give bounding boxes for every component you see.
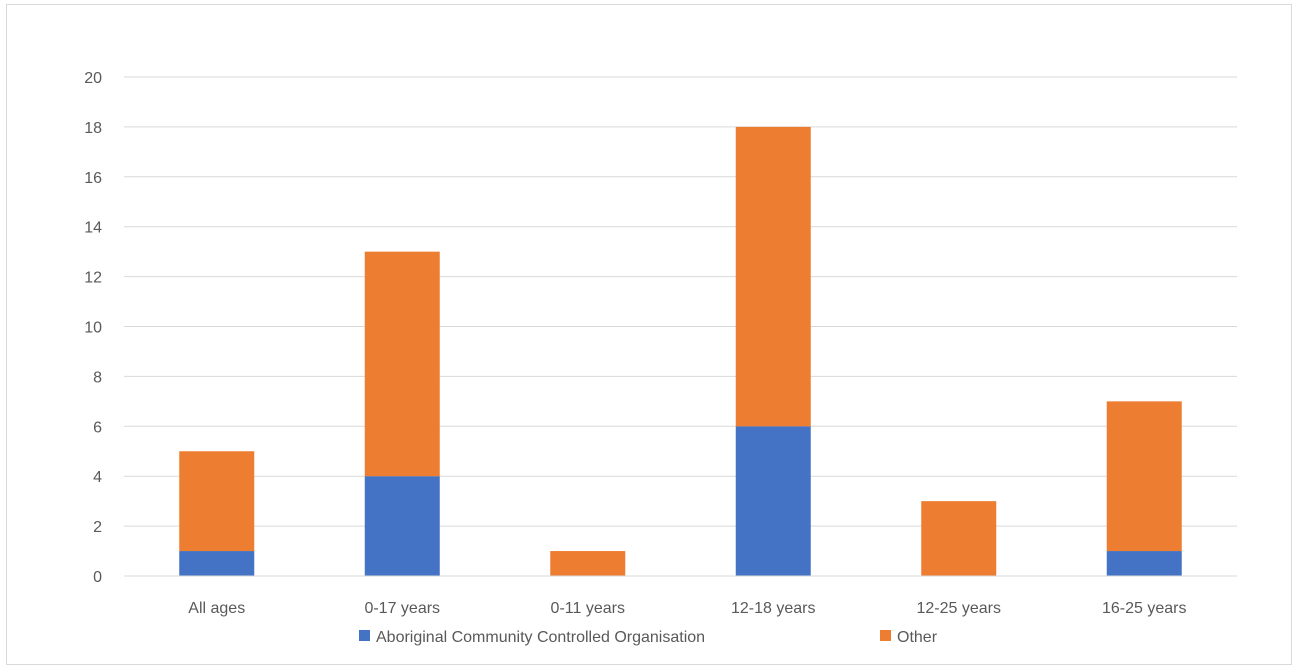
- bar-segment-accho: [1106, 551, 1182, 576]
- bar-segment-other: [735, 126, 811, 427]
- legend-swatch: [880, 630, 891, 641]
- bar-segment-accho: [179, 551, 255, 576]
- bars: [179, 126, 1182, 576]
- x-tick-label: 12-18 years: [731, 600, 816, 617]
- bar-segment-other: [179, 451, 255, 552]
- y-axis-tick-labels: 0 2 4 6 8 10 12 14 16 18 20: [84, 70, 102, 586]
- y-tick-label: 16: [84, 170, 102, 187]
- y-tick-label: 10: [84, 320, 102, 337]
- legend-swatch: [359, 630, 370, 641]
- legend-label: Aboriginal Community Controlled Organisa…: [376, 629, 705, 646]
- legend-label: Other: [897, 629, 938, 646]
- y-tick-label: 4: [93, 469, 102, 486]
- x-tick-label: 0-17 years: [364, 600, 440, 617]
- x-axis-tick-labels: All ages 0-17 years 0-11 years 12-18 years 1…: [188, 600, 1186, 617]
- bar-segment-other: [364, 251, 440, 477]
- y-tick-label: 0: [93, 569, 102, 586]
- y-tick-label: 20: [84, 70, 102, 87]
- y-tick-label: 2: [93, 519, 102, 536]
- y-tick-label: 18: [84, 120, 102, 137]
- bar-segment-other: [550, 551, 626, 576]
- x-tick-label: All ages: [188, 600, 245, 617]
- bar-segment-other: [921, 501, 997, 576]
- gridlines: [124, 76, 1237, 527]
- y-tick-label: 14: [84, 220, 102, 237]
- x-tick-label: 12-25 years: [917, 600, 1002, 617]
- bar-segment-other: [1106, 401, 1182, 552]
- legend: Aboriginal Community Controlled Organisa…: [359, 629, 938, 646]
- bar-segment-accho: [364, 476, 440, 576]
- y-tick-label: 6: [93, 419, 102, 436]
- y-tick-label: 8: [93, 369, 102, 386]
- x-tick-label: 0-11 years: [551, 600, 625, 617]
- bar-segment-accho: [735, 426, 811, 576]
- y-tick-label: 12: [84, 270, 102, 287]
- x-tick-label: 16-25 years: [1102, 600, 1187, 617]
